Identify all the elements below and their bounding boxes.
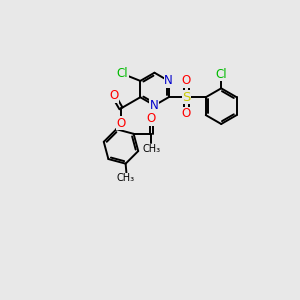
Text: CH₃: CH₃ (116, 173, 134, 184)
Text: O: O (109, 89, 118, 102)
Text: O: O (182, 107, 191, 120)
Text: Cl: Cl (117, 67, 128, 80)
Text: O: O (147, 112, 156, 125)
Text: O: O (116, 117, 126, 130)
Text: S: S (182, 91, 190, 104)
Text: O: O (182, 74, 191, 87)
Text: N: N (150, 99, 159, 112)
Text: N: N (164, 74, 173, 87)
Text: CH₃: CH₃ (142, 144, 160, 154)
Text: Cl: Cl (215, 68, 227, 81)
